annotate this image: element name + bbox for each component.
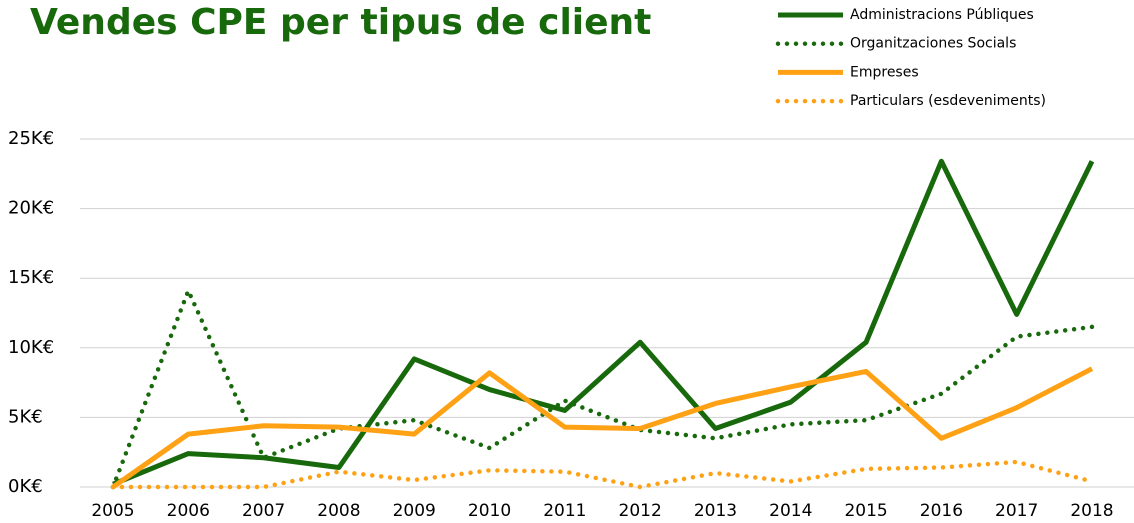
series-line — [112, 158, 1095, 487]
y-tick-label: 5K€ — [8, 406, 43, 427]
chart-title: Vendes CPE per tipus de client — [30, 2, 651, 43]
x-tick-label: 2012 — [619, 501, 662, 521]
x-tick-label: 2009 — [393, 501, 436, 521]
legend-label: Organitzaciones Socials — [850, 36, 1016, 52]
y-tick-label: 10K€ — [8, 337, 54, 358]
y-tick-label: 25K€ — [8, 128, 54, 149]
x-tick-label: 2006 — [167, 501, 210, 521]
x-tick-label: 2011 — [543, 501, 586, 521]
x-tick-label: 2014 — [769, 501, 812, 521]
series-line — [111, 366, 1094, 490]
x-tick-label: 2017 — [995, 501, 1038, 521]
x-tick-label: 2013 — [694, 501, 737, 521]
y-tick-label: 15K€ — [8, 267, 54, 288]
x-tick-label: 2015 — [844, 501, 887, 521]
legend-label: Particulars (esdeveniments) — [850, 93, 1046, 109]
x-tick-label: 2010 — [468, 501, 511, 521]
x-tick-label: 2005 — [91, 501, 134, 521]
x-tick-label: 2018 — [1070, 501, 1113, 521]
y-tick-label: 20K€ — [8, 198, 54, 219]
x-tick-label: 2016 — [920, 501, 963, 521]
series-line — [110, 459, 1095, 490]
x-tick-label: 2007 — [242, 501, 285, 521]
legend-label: Administracions Públiques — [850, 7, 1034, 23]
y-tick-label: 0K€ — [8, 476, 43, 497]
series-line — [110, 284, 1095, 490]
x-tick-label: 2008 — [317, 501, 360, 521]
legend-label: Empreses — [850, 64, 919, 80]
